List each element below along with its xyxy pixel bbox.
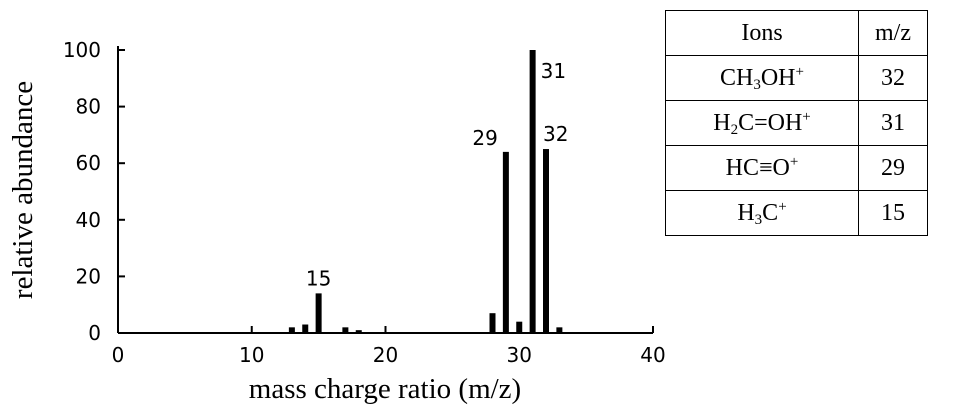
ion-table-header-row: Ions m/z [665, 10, 928, 56]
y-tick-label: 100 [63, 38, 101, 62]
x-tick-label: 20 [373, 343, 398, 367]
peak-labels: 15 29 31 32 [306, 59, 569, 290]
peak-label: 31 [541, 59, 566, 83]
ion-mz: 15 [858, 190, 928, 236]
ion-table-row: HC≡O+ 29 [665, 145, 928, 191]
ion-table-header-ions: Ions [665, 10, 859, 56]
ion-formula: H3C+ [665, 190, 859, 236]
peak-label: 32 [543, 122, 568, 146]
x-tick-label: 40 [640, 343, 665, 367]
data-bars [288, 50, 563, 333]
peak-label: 15 [306, 266, 331, 290]
ion-table-header-mz: m/z [858, 10, 928, 56]
bar [516, 321, 523, 333]
y-tick-label: 60 [76, 151, 101, 175]
bar [315, 293, 322, 333]
chart-axes [117, 46, 653, 334]
ion-formula: H2C=OH+ [665, 100, 859, 146]
x-tick-label: 10 [239, 343, 264, 367]
ion-table-row: H3C+ 15 [665, 190, 928, 236]
bar [342, 327, 349, 333]
bar [355, 330, 362, 333]
y-tick-label: 20 [76, 264, 101, 288]
ion-table-row: CH3OH+ 32 [665, 55, 928, 101]
ion-formula: HC≡O+ [665, 145, 859, 191]
bar [543, 149, 549, 333]
y-tick-label: 80 [76, 95, 101, 119]
ion-mz: 32 [858, 55, 928, 101]
ion-table-row: H2C=OH+ 31 [665, 100, 928, 146]
bar [302, 324, 309, 333]
bar [489, 313, 496, 333]
bar [529, 50, 536, 333]
bar [556, 327, 563, 333]
y-axis-ticks: 0 20 40 60 80 100 [63, 38, 125, 345]
bar [502, 151, 509, 333]
bar [288, 327, 295, 333]
x-tick-label: 0 [112, 343, 125, 367]
x-tick-label: 30 [507, 343, 532, 367]
x-axis-ticks: 0 10 20 30 40 [112, 326, 666, 367]
peak-label: 29 [472, 126, 497, 150]
y-tick-label: 0 [88, 321, 101, 345]
ion-table: Ions m/z CH3OH+ 32 H2C=OH+ 31 HC≡O+ 29 H… [665, 10, 928, 236]
ion-mz: 29 [858, 145, 928, 191]
ion-formula: CH3OH+ [665, 55, 859, 101]
y-tick-label: 40 [76, 208, 101, 232]
y-axis-title: relative abundance [7, 81, 39, 299]
x-axis-title: mass charge ratio (m/z) [249, 373, 521, 405]
ion-mz: 31 [858, 100, 928, 146]
